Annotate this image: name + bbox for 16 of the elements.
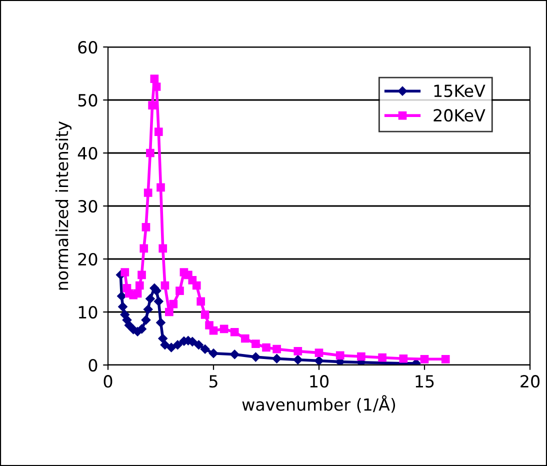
y-tick-label: 50	[78, 94, 98, 107]
x-tick-label: 15	[416, 375, 434, 388]
x-tick-label: 10	[310, 375, 328, 388]
y-tick-label: 30	[78, 200, 98, 213]
x-axis-title: wavenumber (1/Å)	[242, 395, 396, 413]
y-axis-title: normalized intensity	[55, 121, 72, 290]
legend-label: 20KeV	[434, 109, 486, 122]
x-tick-label: 0	[104, 375, 112, 388]
y-tick-label: 0	[88, 358, 98, 372]
x-tick-label: 20	[520, 375, 540, 388]
y-tick-label: 60	[78, 40, 98, 54]
y-tick-label: 40	[78, 146, 98, 160]
y-tick-label: 20	[78, 252, 98, 266]
legend-label: 15KeV	[434, 84, 486, 98]
x-tick-label: 5	[209, 375, 218, 388]
y-tick-label: 10	[78, 306, 98, 319]
